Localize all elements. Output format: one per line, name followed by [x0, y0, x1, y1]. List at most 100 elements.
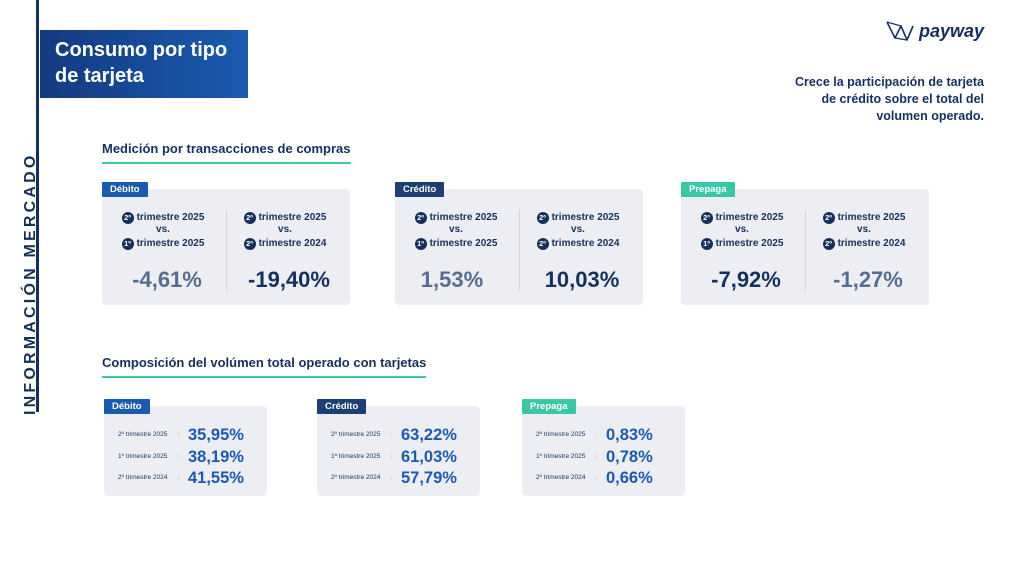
transactions-card-credito: Crédito 2º trimestre 2025 vs. 1º trimestre… [395, 182, 643, 305]
quarter-label: trimestre 2024 [258, 238, 327, 249]
composition-card-debito: Débito 2º trimestre 2025 › 35,95% 1º tri… [104, 399, 267, 496]
vs-label: vs. [857, 224, 871, 235]
quarter-badge: 2º [822, 237, 835, 250]
vs-label: vs. [156, 224, 170, 235]
comparison-year: 2º trimestre 2025 vs. 2º trimestre 2024 [224, 211, 346, 250]
quarter-label: trimestre 2024 [551, 238, 620, 249]
quarter-label: trimestre 2025 [136, 238, 205, 249]
row-value: 61,03% [401, 448, 457, 466]
vs-label: vs. [278, 224, 292, 235]
card-tag-prepaga: Prepaga [522, 399, 576, 414]
percentage-value: 10,03% [544, 267, 620, 292]
quarter-label: trimestre 2025 [837, 212, 906, 223]
quarter-label: trimestre 2025 [715, 212, 784, 223]
comparison-quarter: 2º trimestre 2025 vs. 1º trimestre 2025 [681, 211, 803, 250]
quarter-label: trimestre 2025 [258, 212, 327, 223]
headline-line-1: Crece la participación de tarjeta [795, 75, 984, 89]
arrow-right-icon: › [177, 473, 180, 482]
row-label: 1º trimestre 2025 [536, 453, 586, 460]
comparison-quarter: 2º trimestre 2025 vs. 1º trimestre 2025 [395, 211, 517, 250]
card-divider [226, 209, 227, 291]
row-label: 2º trimestre 2025 [536, 431, 586, 438]
arrow-right-icon: › [595, 473, 598, 482]
arrow-right-icon: › [390, 473, 393, 482]
percentage-value: -19,40% [248, 267, 330, 292]
quarter-badge: 2º [822, 211, 835, 224]
page-title-line-2: de tarjeta [55, 65, 144, 87]
section-title-composition: Composición del volúmen total operado co… [102, 355, 427, 378]
percentage-value: -1,27% [833, 267, 903, 292]
quarter-label: trimestre 2024 [837, 238, 906, 249]
composition-row: 1º trimestre 2025 › 38,19% [104, 448, 267, 468]
quarter-label: trimestre 2025 [136, 212, 205, 223]
composition-row: 2º trimestre 2025 › 0,83% [522, 426, 685, 446]
composition-card-credito: Crédito 2º trimestre 2025 › 63,22% 1º tr… [317, 399, 480, 496]
arrow-right-icon: › [390, 430, 393, 439]
headline-line-2: de crédito sobre el total del [821, 92, 984, 106]
quarter-badge: 1º [700, 237, 713, 250]
composition-row: 1º trimestre 2025 › 61,03% [317, 448, 480, 468]
quarter-badge: 2º [536, 211, 549, 224]
page-title-line-1: Consumo por tipo [55, 39, 228, 61]
page-title: Consumo por tipo de tarjeta [40, 30, 248, 98]
arrow-right-icon: › [177, 452, 180, 461]
quarter-badge: 2º [536, 237, 549, 250]
quarter-badge: 1º [121, 237, 134, 250]
composition-row: 2º trimestre 2024 › 41,55% [104, 469, 267, 489]
arrow-right-icon: › [177, 430, 180, 439]
arrow-right-icon: › [595, 452, 598, 461]
vertical-section-title: INFORMACIÓN MERCADO [22, 152, 39, 415]
row-value: 35,95% [188, 426, 244, 444]
row-value: 0,78% [606, 448, 653, 466]
composition-row: 2º trimestre 2024 › 57,79% [317, 469, 480, 489]
card-tag-prepaga: Prepaga [681, 182, 735, 197]
card-divider [805, 209, 806, 291]
transactions-card-debito: Débito 2º trimestre 2025 vs. 1º trimestre … [102, 182, 350, 305]
section-title-transactions: Medición por transacciones de compras [102, 141, 351, 164]
side-accent-line [36, 0, 39, 412]
row-label: 1º trimestre 2025 [331, 453, 381, 460]
payway-logo-icon [886, 21, 914, 41]
quarter-badge: 1º [414, 237, 427, 250]
comparison-quarter: 2º trimestre 2025 vs. 1º trimestre 2025 [102, 211, 224, 250]
headline-line-3: volumen operado. [876, 109, 984, 123]
quarter-badge: 2º [243, 211, 256, 224]
card-tag-debito: Débito [104, 399, 150, 414]
vs-label: vs. [449, 224, 463, 235]
vs-label: vs. [571, 224, 585, 235]
quarter-label: trimestre 2025 [551, 212, 620, 223]
row-label: 2º trimestre 2025 [118, 431, 168, 438]
row-label: 2º trimestre 2024 [118, 474, 168, 481]
row-value: 0,83% [606, 426, 653, 444]
quarter-label: trimestre 2025 [429, 238, 498, 249]
quarter-badge: 2º [243, 237, 256, 250]
composition-card-prepaga: Prepaga 2º trimestre 2025 › 0,83% 1º tri… [522, 399, 685, 496]
percentage-value: 1,53% [420, 267, 484, 292]
row-value: 63,22% [401, 426, 457, 444]
percentage-value: -7,92% [711, 267, 781, 292]
card-divider [519, 209, 520, 291]
transactions-card-prepaga: Prepaga 2º trimestre 2025 vs. 1º trimestre… [681, 182, 929, 305]
arrow-right-icon: › [595, 430, 598, 439]
composition-row: 1º trimestre 2025 › 0,78% [522, 448, 685, 468]
quarter-badge: 2º [414, 211, 427, 224]
composition-row: 2º trimestre 2025 › 35,95% [104, 426, 267, 446]
percentage-value: -4,61% [132, 267, 202, 292]
arrow-right-icon: › [390, 452, 393, 461]
headline: Crece la participación de tarjeta de cré… [724, 74, 984, 125]
quarter-label: trimestre 2025 [429, 212, 498, 223]
row-label: 2º trimestre 2024 [536, 474, 586, 481]
quarter-badge: 2º [121, 211, 134, 224]
row-value: 41,55% [188, 469, 244, 487]
comparison-year: 2º trimestre 2025 vs. 2º trimestre 2024 [517, 211, 639, 250]
composition-row: 2º trimestre 2024 › 0,66% [522, 469, 685, 489]
quarter-badge: 2º [700, 211, 713, 224]
comparison-year: 2º trimestre 2025 vs. 2º trimestre 2024 [803, 211, 925, 250]
card-tag-credito: Crédito [317, 399, 367, 414]
quarter-label: trimestre 2025 [715, 238, 784, 249]
card-tag-credito: Crédito [395, 182, 445, 197]
payway-logo: payway [885, 18, 995, 48]
row-value: 38,19% [188, 448, 244, 466]
composition-row: 2º trimestre 2025 › 63,22% [317, 426, 480, 446]
row-label: 2º trimestre 2024 [331, 474, 381, 481]
